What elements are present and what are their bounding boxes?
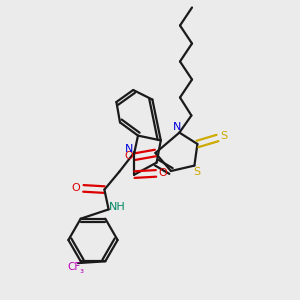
Text: O: O	[72, 183, 81, 193]
Text: ₃: ₃	[79, 265, 83, 275]
Text: O: O	[159, 168, 168, 178]
Text: N: N	[173, 122, 181, 132]
Text: CF: CF	[68, 262, 81, 272]
Text: N: N	[125, 144, 133, 154]
Text: NH: NH	[109, 202, 125, 212]
Text: O: O	[124, 151, 133, 161]
Text: S: S	[193, 167, 200, 177]
Text: S: S	[220, 130, 228, 141]
